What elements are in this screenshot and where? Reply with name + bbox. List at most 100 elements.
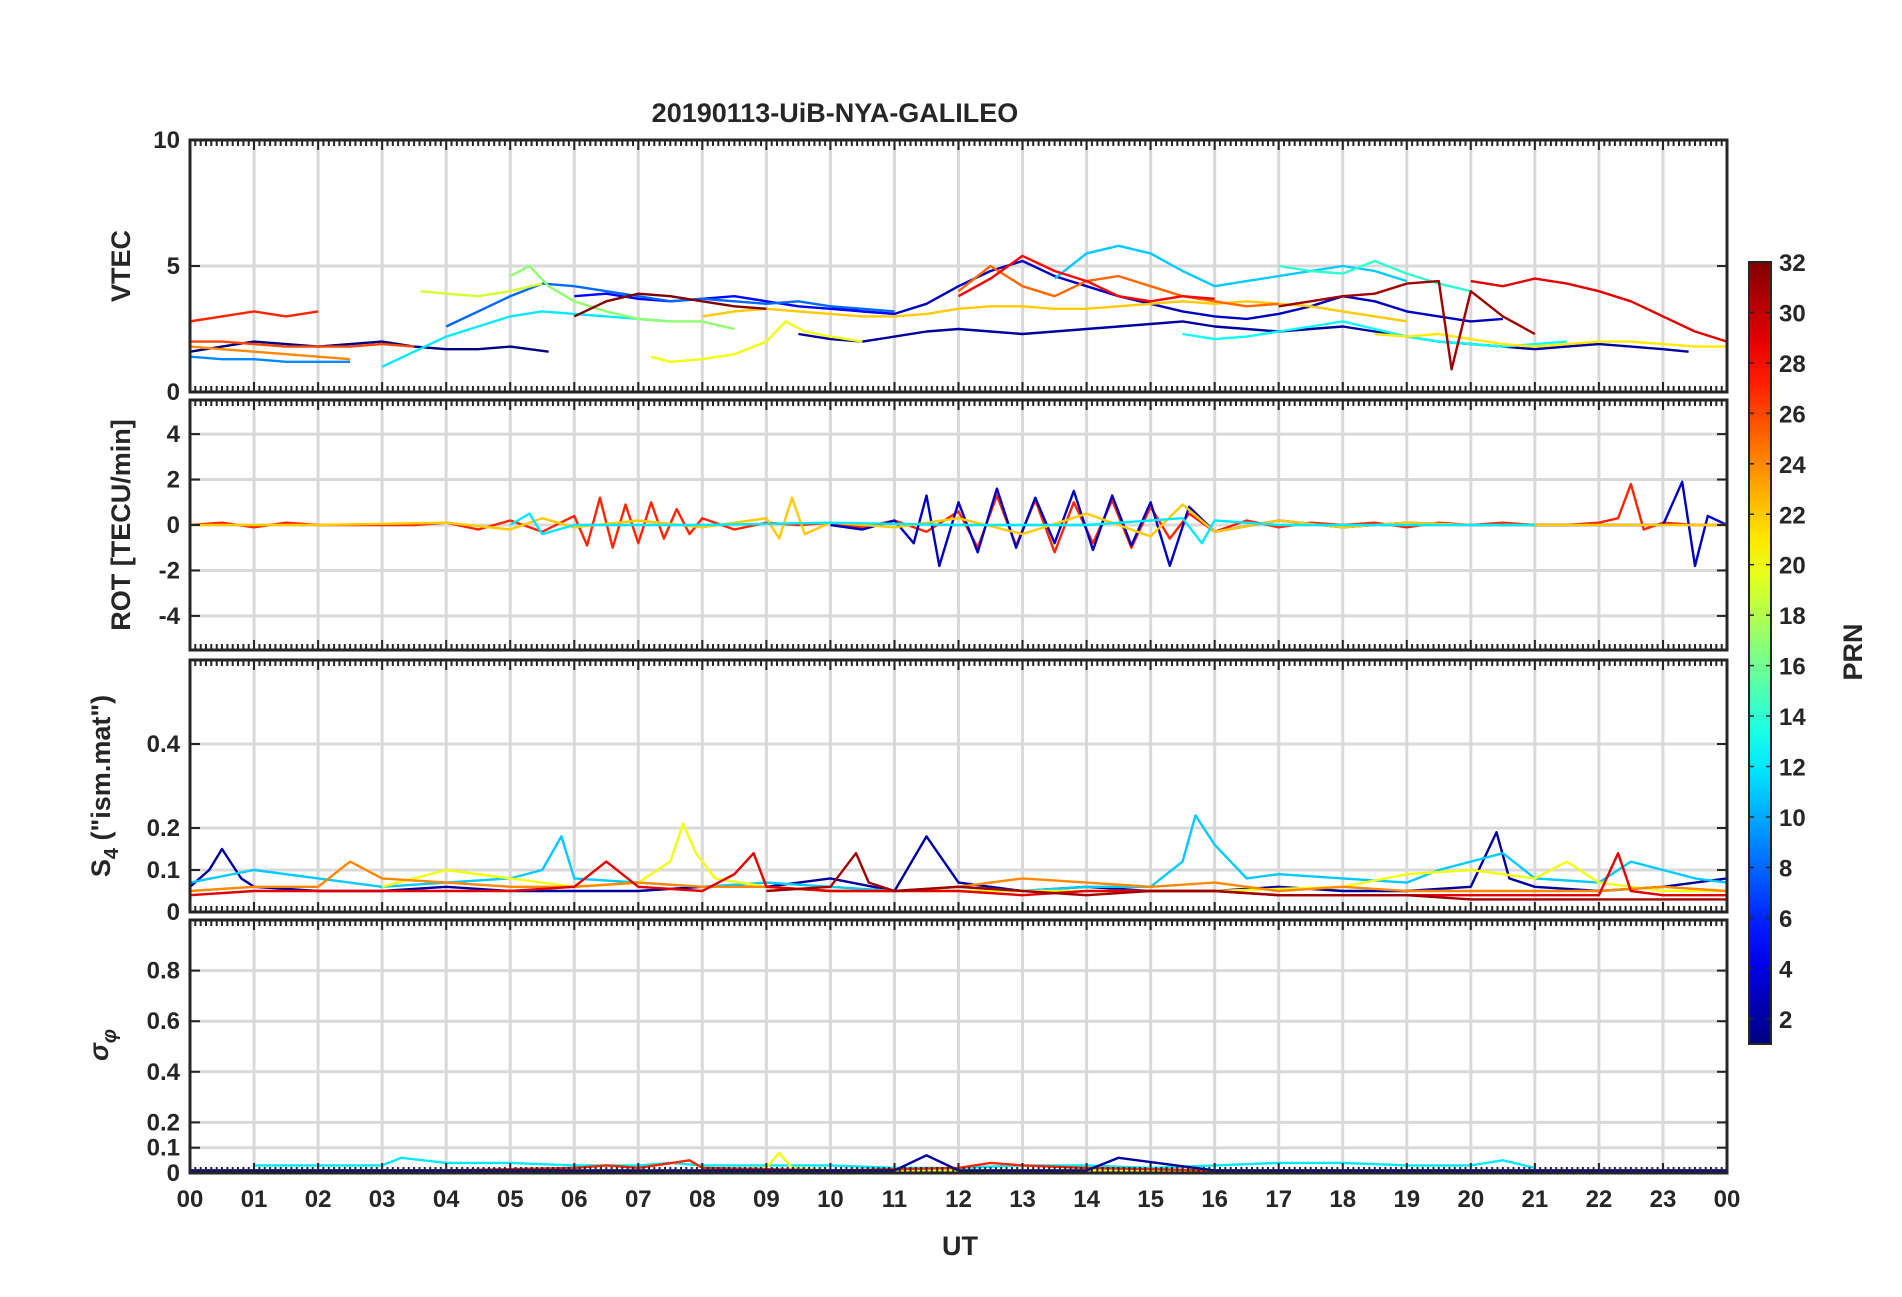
x-minor-ticks [189, 920, 1728, 1173]
series-line-prn-27 [190, 310, 319, 323]
y-tick-label: 0 [167, 1160, 180, 1187]
x-tick-label: 16 [1201, 1186, 1228, 1213]
y-tick-label: 0.6 [147, 1008, 180, 1035]
series-line-prn-20 [650, 320, 863, 363]
x-tick-label: 06 [561, 1186, 588, 1213]
series-line-prn-11 [1053, 244, 1408, 288]
series-line-prn-32 [573, 292, 767, 318]
series-line-prn-29 [190, 852, 1727, 897]
panel-2: -4 -2 0 2 4 ROT [TECU/min] [106, 398, 1729, 652]
series-group [190, 244, 1727, 371]
x-tick-label: 08 [689, 1186, 716, 1213]
x-tick-label: 23 [1650, 1186, 1677, 1213]
series-line-prn-12 [381, 310, 671, 368]
series-group [190, 814, 1727, 901]
x-tick-label: 01 [241, 1186, 268, 1213]
x-tick-label: 07 [625, 1186, 652, 1213]
chart-title: 20190113-UiB-NYA-GALILEO [652, 98, 1019, 128]
colorbar-tick-label: 18 [1779, 603, 1806, 630]
series-line-prn-31 [766, 852, 1727, 901]
x-tick-label: 18 [1329, 1186, 1356, 1213]
series-line-prn-24 [190, 345, 351, 361]
y-tick-label: -4 [159, 603, 181, 630]
y-axis-label: σφ [84, 1029, 121, 1061]
x-tick-label: 10 [817, 1186, 844, 1213]
x-tick-label: 14 [1073, 1186, 1100, 1213]
y-axis-label: VTEC [106, 230, 136, 302]
y-tick-label: 0.2 [147, 1109, 180, 1136]
x-tick-label: 22 [1586, 1186, 1613, 1213]
series-line-prn-3 [830, 259, 1503, 323]
y-tick-label: 0.8 [147, 958, 180, 985]
x-tick-label: 02 [305, 1186, 332, 1213]
series-line-prn-13 [1182, 320, 1567, 348]
series-line-prn-12 [254, 1156, 1536, 1170]
x-tick-label: 13 [1009, 1186, 1036, 1213]
x-tick-label: 15 [1137, 1186, 1164, 1213]
series-line-prn-19 [420, 282, 543, 298]
colorbar-tick-label: 6 [1779, 906, 1792, 933]
series-line-prn-28 [957, 254, 1215, 303]
y-tick-label: 0.4 [147, 1059, 181, 1086]
series-line-prn-26 [190, 340, 415, 348]
x-tick-label: 17 [1265, 1186, 1292, 1213]
series-line-prn-29 [1470, 277, 1727, 343]
y-tick-label: 0 [167, 512, 180, 539]
panel-4: 00.10.2 0.4 0.6 0.8 σφ [84, 918, 1729, 1187]
x-tick-label: 05 [497, 1186, 524, 1213]
colorbar-tick-label: 8 [1779, 855, 1792, 882]
colorbar-tick-label: 32 [1779, 250, 1806, 277]
x-tick-label: 00 [177, 1186, 204, 1213]
y-tick-label: 4 [167, 421, 181, 448]
y-tick-label: 0.1 [147, 1135, 180, 1162]
colorbar-tick-label: 28 [1779, 351, 1806, 378]
panel-1: 0 5 10 VTEC [106, 127, 1729, 406]
series-line-prn-8 [445, 282, 895, 328]
x-tick-label: 09 [753, 1186, 780, 1213]
y-tick-label: 0.2 [147, 815, 180, 842]
x-minor-ticks [189, 400, 1728, 650]
y-tick-label: 10 [153, 127, 180, 154]
series-group [190, 480, 1727, 568]
x-axis-label: UT [942, 1231, 978, 1261]
series-line-prn-2 [798, 320, 1689, 353]
series-line-prn-9 [190, 355, 351, 363]
panel-3: 0 0.1 0.2 0.4 S4 ("ism.mat") [86, 658, 1729, 926]
colorbar-gradient [1748, 261, 1772, 1045]
colorbar-tick-label: 20 [1779, 553, 1806, 580]
colorbar-tick-label: 2 [1779, 1007, 1792, 1034]
x-tick-label: 20 [1457, 1186, 1484, 1213]
x-tick-label: 00 [1714, 1186, 1741, 1213]
x-minor-ticks [189, 140, 1728, 392]
x-tick-label: 11 [882, 1186, 907, 1213]
colorbar-tick-label: 12 [1779, 755, 1806, 782]
x-tick-label: 03 [369, 1186, 396, 1213]
colorbar-tick-label: 16 [1779, 654, 1806, 681]
y-axis-label: ROT [TECU/min] [106, 419, 136, 630]
x-tick-label: 12 [945, 1186, 972, 1213]
y-tick-label: 2 [167, 467, 180, 494]
colorbar-tick-label: 14 [1779, 704, 1806, 731]
series-line-prn-11 [190, 814, 1727, 893]
colorbar-tick-label: 22 [1779, 502, 1806, 529]
y-tick-label: 0.4 [147, 731, 181, 758]
colorbar-tick-label: 26 [1779, 401, 1806, 428]
series-line-prn-17 [509, 264, 735, 331]
y-tick-label: 0 [167, 379, 180, 406]
x-minor-ticks [189, 660, 1728, 912]
y-tick-label: 0 [167, 899, 180, 926]
y-tick-label: -2 [159, 557, 180, 584]
series-line-prn-21 [1374, 332, 1727, 348]
y-tick-label: 0.1 [147, 857, 180, 884]
colorbar-tick-label: 10 [1779, 805, 1806, 832]
colorbar-label: PRN [1838, 623, 1868, 680]
y-axis-label: S4 ("ism.mat") [86, 695, 123, 877]
series-line-prn-25 [957, 264, 1279, 308]
colorbar-tick-label: 24 [1779, 452, 1806, 479]
series-line-prn-31 [1278, 279, 1536, 371]
x-tick-label: 19 [1393, 1186, 1420, 1213]
